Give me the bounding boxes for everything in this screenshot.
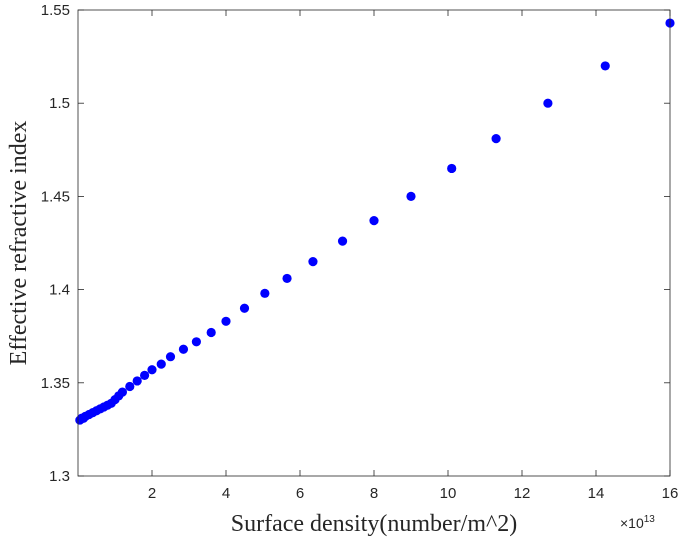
axes [77, 9, 671, 477]
data-point [206, 327, 216, 338]
data-point [178, 344, 189, 354]
data-point [447, 163, 457, 174]
data-point [600, 61, 610, 71]
data-points [75, 18, 675, 425]
y-tick-label: 1.5 [49, 95, 70, 112]
data-point [369, 216, 379, 226]
data-point [156, 359, 166, 369]
data-point [140, 370, 150, 380]
data-point [125, 381, 135, 392]
x-ticks: 2 4 6 8 10 12 14 16 [148, 10, 679, 502]
data-point [260, 288, 270, 298]
data-point [132, 376, 142, 386]
x-tick-label: 4 [222, 485, 230, 502]
y-tick-label: 1.55 [41, 2, 70, 19]
x-multiplier-exponent: 13 [644, 514, 656, 525]
x-tick-label: 2 [148, 485, 156, 502]
x-tick-label: 10 [440, 485, 457, 502]
data-point [282, 273, 292, 284]
data-point [147, 365, 157, 375]
x-axis-title: Surface density(number/m^2) [231, 511, 518, 537]
x-tick-label: 12 [514, 485, 531, 502]
x-tick-label: 6 [296, 485, 304, 502]
data-point [308, 257, 318, 267]
data-point [191, 337, 201, 347]
x-tick-label: 16 [662, 485, 679, 502]
data-point [406, 191, 416, 201]
y-tick-label: 1.35 [41, 375, 70, 392]
data-point [239, 303, 250, 313]
y-ticks: 1.3 1.35 1.4 1.45 1.5 1.55 [41, 2, 670, 485]
data-point [337, 236, 348, 246]
data-point [221, 316, 231, 326]
data-point [543, 98, 553, 108]
y-tick-label: 1.45 [41, 188, 70, 205]
data-point [117, 387, 127, 397]
y-tick-label: 1.4 [49, 282, 70, 299]
x-tick-label: 14 [588, 485, 605, 502]
x-axis-multiplier: ×1013 [620, 514, 655, 531]
x-tick-label: 8 [370, 485, 378, 502]
data-point [491, 134, 501, 144]
y-tick-label: 1.3 [49, 468, 70, 485]
data-point [165, 352, 176, 362]
y-axis-title: Effective refractive index [6, 121, 32, 366]
x-multiplier-base: ×10 [620, 515, 644, 531]
plot-frame [77, 9, 671, 477]
